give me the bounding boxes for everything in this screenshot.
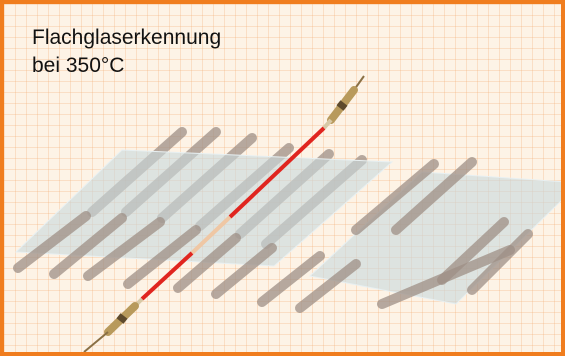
conveyor-roller xyxy=(173,233,241,293)
rollers-front xyxy=(13,157,533,313)
temperature-sensor xyxy=(83,75,365,352)
sensor-cable-bottom xyxy=(83,331,109,352)
conveyor-roller xyxy=(295,259,361,313)
caption-temperature: bei 350°C xyxy=(32,54,125,77)
conveyor-roller xyxy=(391,157,477,235)
conveyor-roller xyxy=(377,245,515,309)
sensor-rod-segment xyxy=(228,126,326,219)
conveyor-roller xyxy=(257,251,325,307)
conveyor-roller xyxy=(123,225,201,289)
conveyor-roller xyxy=(211,243,277,299)
sensor-rod-segment xyxy=(140,251,194,301)
sensor-rod-gap xyxy=(190,215,232,255)
conveyor-scene xyxy=(13,75,561,352)
conveyor-roller xyxy=(83,217,165,281)
conveyor-roller xyxy=(13,211,91,273)
caption: Flachglaserkennung bei 350°C xyxy=(32,24,221,80)
sensor-housing-bottom-band xyxy=(116,313,128,324)
sensor-neck-top xyxy=(322,118,333,130)
glass-sheet xyxy=(14,149,394,267)
conveyor-roller xyxy=(351,159,439,235)
caption-title: Flachglaserkennung xyxy=(32,26,222,49)
sensor-housing-top-band xyxy=(336,100,348,111)
conveyor-roller xyxy=(49,213,127,279)
conveyor-roller xyxy=(467,229,533,295)
